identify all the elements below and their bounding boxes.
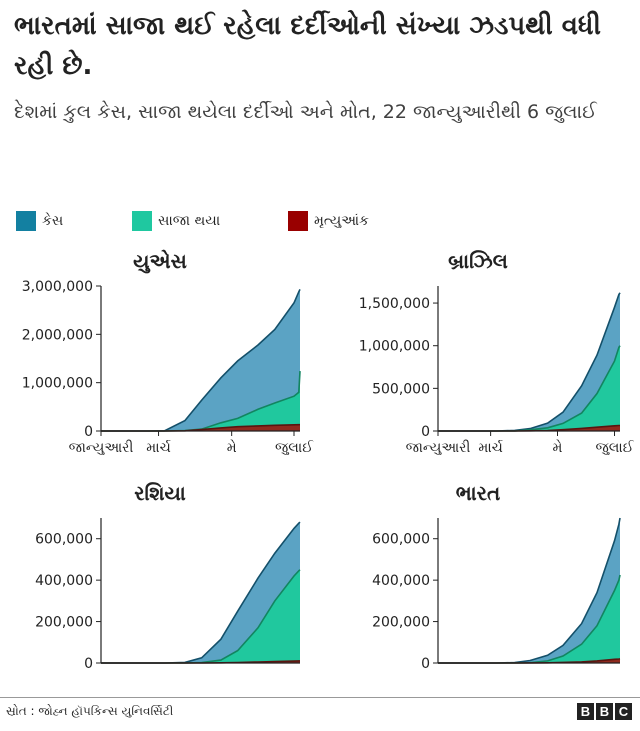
- bbc-logo-letter: B: [596, 703, 613, 720]
- y-tick-label: 0: [421, 424, 430, 440]
- y-tick-label: 0: [84, 424, 93, 440]
- y-tick-label: 1,500,000: [359, 296, 430, 312]
- y-tick-label: 1,000,000: [22, 376, 93, 392]
- chart-panel-russia: રશિયા 0 200,000 400,000 600,000: [0, 472, 320, 702]
- y-tick-label: 500,000: [372, 381, 430, 397]
- x-tick-label: જુલાઈ: [595, 440, 634, 456]
- legend-item-deaths: મૃત્યુઆંક: [288, 208, 369, 234]
- footer-divider: [0, 697, 640, 698]
- x-tick-label: જુલાઈ: [275, 440, 314, 456]
- y-tick-label: 600,000: [372, 532, 430, 548]
- legend-item-recovered: સાજા થયા: [132, 208, 220, 234]
- chart-russia: રશિયા 0 200,000 400,000 600,000: [35, 481, 301, 672]
- chart-panel-india: ભારત 0 200,000 400,000 600,000: [318, 472, 638, 702]
- area-series-cases: [101, 522, 300, 663]
- legend-label-deaths: મૃત્યુઆંક: [314, 213, 369, 229]
- area-series-cases: [101, 289, 300, 431]
- chart-title: ભારતમાં સાજા થઈ રહેલા દર્દીઓની સંખ્યા ઝડ…: [14, 11, 601, 81]
- y-tick-label: 0: [421, 656, 430, 672]
- area-series-recovered: [101, 569, 300, 663]
- legend-swatch-recovered: [132, 211, 152, 231]
- x-tick-label: માર્ચ: [478, 439, 503, 456]
- area-series-recovered: [438, 575, 620, 663]
- chart-india: ભારત 0 200,000 400,000 600,000: [372, 481, 621, 672]
- bbc-logo: B B C: [577, 703, 632, 720]
- y-tick-label: 600,000: [35, 532, 93, 548]
- x-tick-label: મે: [553, 439, 563, 456]
- x-tick-label: જાન્યુઆરી: [69, 440, 134, 456]
- chart-panel-title: બ્રાઝિલ: [448, 249, 508, 273]
- legend-label-recovered: સાજા થયા: [158, 213, 221, 229]
- y-tick-label: 1,000,000: [359, 339, 430, 355]
- bbc-logo-letter: C: [615, 703, 632, 720]
- source-note: સ્રોત : જોહ્ન હૉપકિન્સ યુનિવર્સિટી: [6, 704, 174, 718]
- chart-panel-title: રશિયા: [134, 481, 186, 505]
- chart-panel-brazil: બ્રાઝિલ 0 500,000 1,000,000 1,500,000 જાન્યુઆ…: [318, 240, 638, 470]
- area-series-recovered: [438, 345, 620, 431]
- y-tick-label: 200,000: [35, 615, 93, 631]
- x-tick-label: જાન્યુઆરી: [406, 440, 471, 456]
- y-tick-label: 200,000: [372, 615, 430, 631]
- legend-item-cases: કેસ: [16, 208, 63, 234]
- bbc-logo-letter: B: [577, 703, 594, 720]
- area-series-recovered: [101, 371, 300, 431]
- chart-panel-us: યુએસ 0 1,000,000 2,000,000 3,000,000 જાન્યુઆર…: [0, 240, 320, 470]
- y-tick-label: 3,000,000: [22, 279, 93, 295]
- legend-swatch-deaths: [288, 211, 308, 231]
- y-tick-label: 400,000: [372, 573, 430, 589]
- x-tick-label: મે: [227, 439, 237, 456]
- y-tick-label: 0: [84, 656, 93, 672]
- x-tick-label: માર્ચ: [146, 439, 171, 456]
- chart-subtitle: દેશમાં કુલ કેસ, સાજા થયેલા દર્દીઓ અને મો…: [14, 101, 597, 123]
- chart-panel-title: ભારત: [456, 481, 501, 505]
- chart-us: યુએસ 0 1,000,000 2,000,000 3,000,000 જાન્યુઆર…: [22, 249, 314, 456]
- y-tick-label: 400,000: [35, 573, 93, 589]
- legend: કેસ સાજા થયા મૃત્યુઆંક: [16, 208, 626, 234]
- chart-brazil: બ્રાઝિલ 0 500,000 1,000,000 1,500,000 જાન્યુઆ…: [359, 249, 635, 456]
- y-tick-label: 2,000,000: [22, 327, 93, 343]
- legend-label-cases: કેસ: [42, 213, 64, 229]
- chart-panel-title: યુએસ: [133, 249, 187, 273]
- legend-swatch-cases: [16, 211, 36, 231]
